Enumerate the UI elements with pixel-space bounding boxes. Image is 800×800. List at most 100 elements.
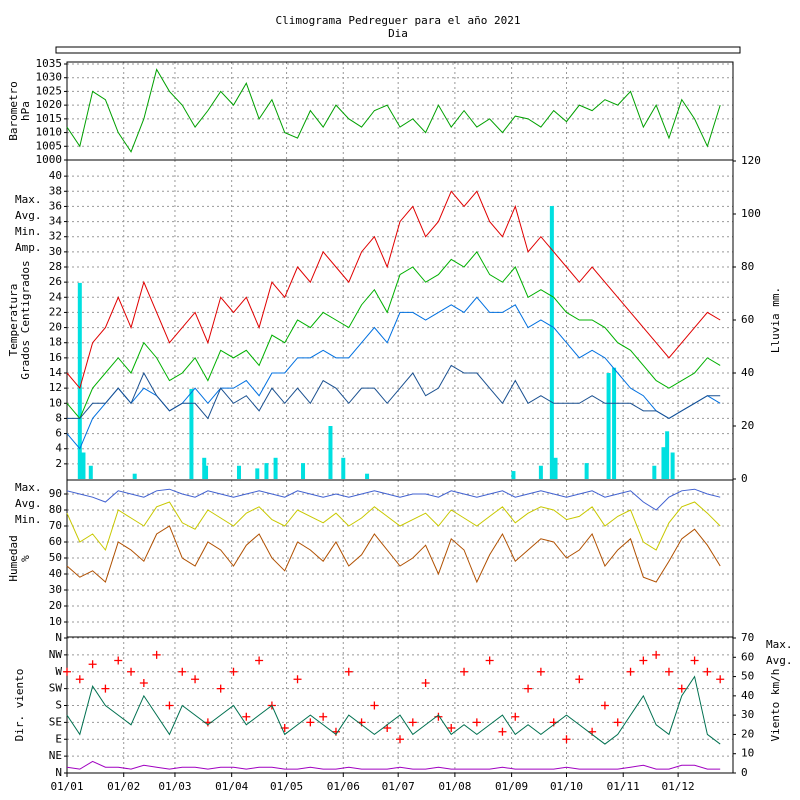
y-tick-label: 1000 <box>36 153 63 166</box>
rain-bar <box>264 463 269 479</box>
y2-tick-label: 60 <box>741 313 754 326</box>
y-tick-label: 18 <box>49 336 62 349</box>
rain-bar <box>88 465 93 479</box>
y2-tick-label: 0 <box>741 472 748 485</box>
direction-point <box>101 684 110 693</box>
legend-label: Avg. <box>15 209 42 222</box>
x-tick-label: 01/12 <box>662 780 695 793</box>
direction-point <box>485 656 494 665</box>
series-line <box>66 488 721 511</box>
y-tick-label: 26 <box>49 275 62 288</box>
series-line <box>66 190 721 390</box>
legend-label: Amp. <box>15 241 42 254</box>
direction-point <box>421 679 430 687</box>
direction-point <box>114 656 123 665</box>
y-tick-label: SW <box>49 682 63 695</box>
direction-point <box>652 650 661 659</box>
y-tick-label: 24 <box>49 290 63 303</box>
rain-bar <box>538 465 543 479</box>
direction-point <box>536 667 545 676</box>
direction-point <box>152 650 161 659</box>
x-tick-label: 01/05 <box>270 780 303 793</box>
y-tick-label: 60 <box>49 535 62 548</box>
direction-point <box>255 656 264 665</box>
direction-point <box>319 712 328 721</box>
legend-label: Min. <box>15 225 42 238</box>
direction-point <box>75 675 84 684</box>
y-tick-label: S <box>55 699 62 712</box>
y-tick-label: 22 <box>49 305 62 318</box>
rain-bar <box>236 465 241 479</box>
direction-point <box>562 735 571 744</box>
rain-bar <box>365 473 370 479</box>
direction-point <box>216 684 225 693</box>
direction-point <box>690 656 699 665</box>
series-line <box>66 501 721 552</box>
x-tick-label: 01/09 <box>495 780 528 793</box>
direction-point <box>472 718 481 727</box>
series-line <box>66 525 721 584</box>
y2-tick-label: 0 <box>741 766 748 779</box>
direction-point <box>293 675 302 684</box>
rain-bar <box>301 463 306 479</box>
chart-subtitle: Dia <box>388 27 408 40</box>
y-axis-label: % <box>19 555 32 562</box>
direction-point <box>524 684 533 693</box>
panel-frame <box>66 636 734 774</box>
x-tick-label: 01/11 <box>607 780 640 793</box>
series-line <box>67 364 721 420</box>
y-tick-label: 40 <box>49 567 62 580</box>
rain-bar <box>670 452 675 479</box>
y-tick-label: 20 <box>49 321 62 334</box>
y-tick-label: 32 <box>49 230 62 243</box>
y-tick-label: 34 <box>49 215 63 228</box>
y-axis-label: Dir. viento <box>13 669 26 742</box>
y-tick-label: N <box>55 766 62 779</box>
legend-label: Avg. <box>766 654 793 667</box>
x-tick-label: 01/07 <box>382 780 415 793</box>
y-tick-label: 4 <box>55 442 62 455</box>
y-tick-label: 30 <box>49 245 62 258</box>
legend-label: Avg. <box>15 497 42 510</box>
y-tick-label: 1005 <box>36 139 63 152</box>
y2-axis-label: Lluvia mm. <box>769 287 782 353</box>
direction-point <box>191 675 200 684</box>
direction-point <box>613 718 622 727</box>
y2-tick-label: 80 <box>741 260 754 273</box>
y-tick-label: 8 <box>55 411 62 424</box>
y-tick-label: 80 <box>49 503 62 516</box>
y-tick-label: 14 <box>49 366 63 379</box>
y2-tick-label: 40 <box>741 366 754 379</box>
y-tick-label: 16 <box>49 351 62 364</box>
direction-point <box>626 667 635 676</box>
y-tick-label: 2 <box>55 457 62 470</box>
legend-label: Min. <box>15 513 42 526</box>
y-tick-label: NW <box>49 648 63 661</box>
series-line <box>66 675 721 745</box>
direction-point <box>664 667 673 676</box>
direction-point <box>703 667 712 676</box>
direction-point <box>127 667 136 676</box>
direction-point <box>242 712 251 721</box>
direction-point <box>498 727 507 736</box>
direction-point <box>600 701 609 710</box>
direction-point <box>639 656 648 665</box>
rain-bar <box>273 457 278 479</box>
y2-tick-label: 20 <box>741 727 754 740</box>
rain-bar <box>553 457 558 479</box>
direction-point <box>229 667 238 676</box>
top-strip <box>55 46 741 54</box>
y-tick-label: 36 <box>49 199 62 212</box>
y-tick-label: 38 <box>49 184 62 197</box>
direction-point <box>575 675 584 684</box>
y2-axis-label: Viento km/h <box>769 669 782 742</box>
legend-label: Max. <box>15 481 42 494</box>
legend-label: Max. <box>766 638 793 651</box>
x-tick-label: 01/02 <box>107 780 140 793</box>
y-tick-label: 40 <box>49 169 62 182</box>
x-tick-label: 01/08 <box>438 780 471 793</box>
rain-bar <box>189 388 194 479</box>
rain-bar <box>204 465 209 479</box>
